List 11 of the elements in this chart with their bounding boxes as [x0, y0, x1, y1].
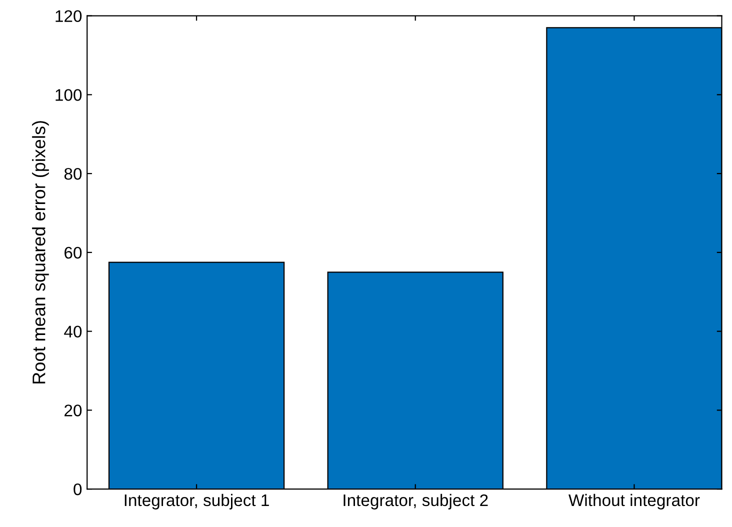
x-tick-label: Integrator, subject 1	[124, 494, 269, 510]
y-tick-label: 0	[74, 483, 82, 496]
y-tick-label: 80	[64, 168, 82, 180]
x-tick-label: Without integrator	[568, 494, 700, 510]
y-tick-label: 40	[64, 326, 82, 338]
y-tick-label: 100	[56, 89, 82, 101]
y-tick-label: 60	[64, 246, 82, 259]
y-tick-label: 120	[56, 10, 82, 22]
x-tick-label: Integrator, subject 2	[344, 494, 488, 510]
y-tick-label: 20	[64, 404, 82, 416]
y-axis-title: Root mean squared error (pixels)	[32, 121, 49, 384]
